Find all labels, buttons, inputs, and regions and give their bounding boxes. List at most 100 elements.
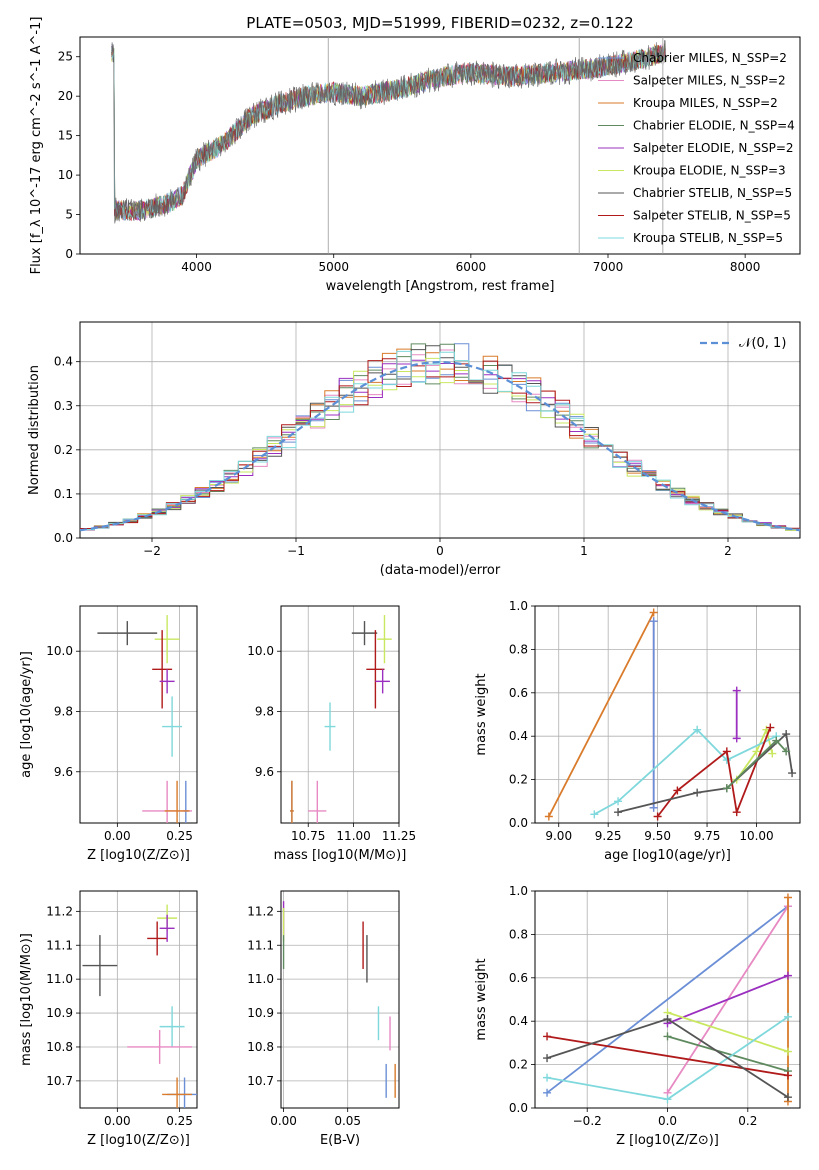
series-marker <box>649 803 658 812</box>
panel-mass-vs-z: 0.00 0.25 10.7 10.8 10.9 11.0 11.1 11.2 Z [log10… <box>19 890 198 1148</box>
y-tick-label: 0.6 <box>509 686 528 700</box>
panel-mass-weight-vs-age: 9.00 9.25 9.50 9.75 10.00 0.0 0.2 0.4 0.6 0.8 1.0 a… <box>474 599 801 863</box>
series-marker <box>783 1047 792 1056</box>
y-axis-label: mass [log10(M/M⊙)] <box>19 933 34 1066</box>
series-marker <box>722 747 731 756</box>
y-tick-label: 11.2 <box>247 904 274 918</box>
x-tick-label: 0.2 <box>738 1114 757 1128</box>
x-axis-label: age [log10(age/yr)] <box>604 848 731 863</box>
series-marker <box>649 608 658 617</box>
legend-label: Chabrier ELODIE, N_SSP=4 <box>633 119 795 133</box>
y-tick-label: 0.1 <box>54 487 73 501</box>
errorbar-group <box>97 615 193 823</box>
axes-frame <box>79 321 801 539</box>
series-marker <box>732 808 741 817</box>
hist-step-salpeter_stelib <box>80 358 800 529</box>
y-tick-label: 10.7 <box>247 1074 274 1088</box>
y-tick-label: 1.0 <box>509 884 528 898</box>
y-tick-label: 25 <box>58 50 73 64</box>
x-axis-label: mass [log10(M/M⊙)] <box>274 848 407 863</box>
hist-step-kroupa_stelib <box>80 350 800 530</box>
errorbar-group <box>282 901 396 1098</box>
x-tick-label: 0.00 <box>104 1114 131 1128</box>
x-tick-label: 9.50 <box>644 829 671 843</box>
panel-mass-weight-vs-z: −0.2 0.0 0.2 0.0 0.2 0.4 0.6 0.8 1.0 Z [log10(Z/Z… <box>474 884 801 1148</box>
series-line-chabrier_miles <box>546 905 789 1094</box>
axes-frame <box>79 36 801 255</box>
hist-step-kroupa_elodie <box>80 357 800 531</box>
x-tick-label: 0.00 <box>270 1114 297 1128</box>
series-marker <box>766 723 775 732</box>
x-tick-label: −0.2 <box>573 1114 602 1128</box>
x-axis-label: E(B-V) <box>320 1133 360 1148</box>
panel-residual-hist: −2 −1 0 1 2 0.0 0.1 0.2 0.3 0.4 (data-model)/error… <box>27 321 801 578</box>
y-axis-label: mass weight <box>474 673 489 755</box>
series-line-salpeter_stelib <box>656 727 772 818</box>
y-tick-label: 11.1 <box>46 938 73 952</box>
y-tick-label: 5 <box>65 208 73 222</box>
y-tick-label: 0.6 <box>509 971 528 985</box>
y-tick-label: 0.0 <box>509 1101 528 1115</box>
legend-label: Kroupa STELIB, N_SSP=5 <box>633 231 783 245</box>
series-line-salpeter_elodie <box>667 974 789 1025</box>
y-tick-label: 11.0 <box>46 972 73 986</box>
x-tick-label: 9.00 <box>545 829 572 843</box>
legend: Chabrier MILES, N_SSP=2 Salpeter MILES, N… <box>598 51 795 245</box>
series-marker <box>783 1012 792 1021</box>
x-tick-label: −2 <box>143 544 161 558</box>
axes-frame <box>534 605 801 824</box>
panel-spectrum: 4000 5000 6000 7000 8000 0 5 10 15 20 25 wavelength… <box>29 17 801 294</box>
y-tick-label: 9.8 <box>255 704 274 718</box>
panel-age-vs-mass: 10.75 11.00 11.25 9.6 9.8 10.0 mass [log10(M/M… <box>247 605 416 863</box>
series-marker <box>782 730 791 739</box>
series-marker <box>782 747 791 756</box>
y-tick-label: 0.8 <box>509 927 528 941</box>
panel-age-vs-z: 0.00 0.25 9.6 9.8 10.0 Z [log10(Z/Z⊙)] age [lo… <box>19 605 198 863</box>
x-tick-label: 9.75 <box>694 829 721 843</box>
series-marker <box>543 1054 552 1063</box>
series-line-salpeter_stelib <box>546 1035 789 1077</box>
axes-frame <box>79 890 198 1109</box>
normal-curve <box>79 360 801 532</box>
x-axis-label: wavelength [Angstrom, rest frame] <box>326 279 555 294</box>
legend-label: Salpeter STELIB, N_SSP=5 <box>633 209 791 223</box>
y-tick-label: 0.2 <box>54 443 73 457</box>
series-marker <box>614 797 623 806</box>
series-marker <box>722 756 731 765</box>
y-tick-label: 9.8 <box>54 704 73 718</box>
axes-frame <box>280 890 400 1109</box>
x-tick-label: −1 <box>287 544 305 558</box>
series-marker <box>663 1032 672 1041</box>
y-tick-label: 9.6 <box>54 765 73 779</box>
errorbar-group <box>82 904 197 1108</box>
x-tick-label: 9.25 <box>595 829 622 843</box>
y-tick-label: 10.8 <box>247 1040 274 1054</box>
series-line-kroupa_elodie <box>667 1011 789 1053</box>
series-marker <box>673 786 682 795</box>
series-marker <box>783 1093 792 1102</box>
series-line-chabrier_elodie <box>667 1035 789 1072</box>
x-tick-label: 8000 <box>730 260 761 274</box>
series-marker <box>788 769 797 778</box>
y-tick-label: 10 <box>58 168 73 182</box>
series-marker <box>732 734 741 743</box>
y-tick-label: 0.4 <box>509 1014 528 1028</box>
y-tick-label: 20 <box>58 89 73 103</box>
series-marker <box>722 784 731 793</box>
x-tick-label: 4000 <box>181 260 212 274</box>
series-marker <box>768 749 777 758</box>
series-marker <box>543 1088 552 1097</box>
legend-label: Kroupa ELODIE, N_SSP=3 <box>633 164 786 178</box>
series-marker <box>752 747 761 756</box>
x-tick-label: 2 <box>724 544 732 558</box>
legend-label: 𝒩(0, 1) <box>739 336 786 351</box>
series-marker <box>772 736 781 745</box>
y-axis-label: mass weight <box>474 958 489 1040</box>
series-marker <box>663 1015 672 1024</box>
y-tick-label: 0.4 <box>54 355 73 369</box>
x-axis-label: Z [log10(Z/Z⊙)] <box>87 848 190 863</box>
series-marker <box>543 1073 552 1082</box>
series-marker <box>783 971 792 980</box>
series-marker <box>590 810 599 819</box>
series-marker <box>693 788 702 797</box>
